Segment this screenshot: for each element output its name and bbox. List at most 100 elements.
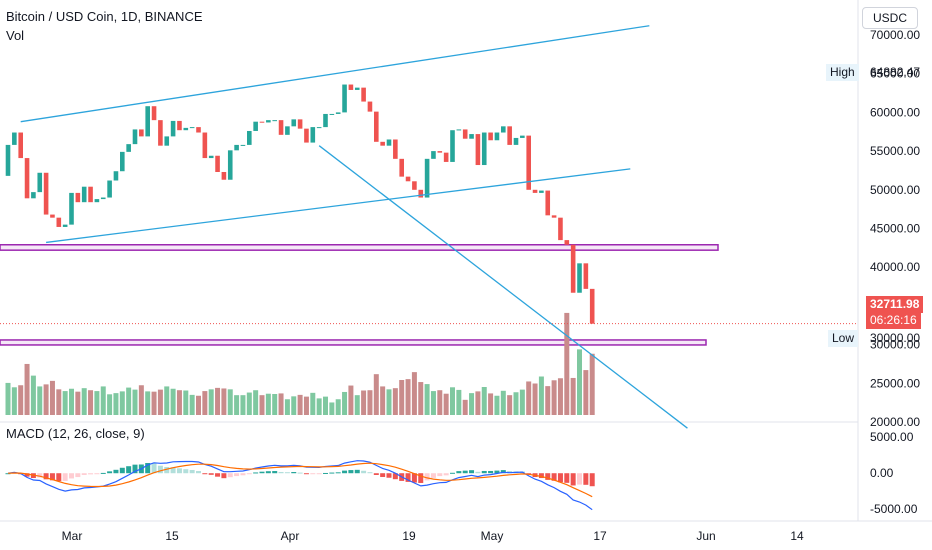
price-tick-label: 60000.00: [870, 105, 920, 119]
macd-histogram-bar: [373, 473, 379, 475]
symbol-title[interactable]: Bitcoin / USD Coin, 1D, BINANCE: [6, 9, 203, 24]
candle-body: [247, 130, 252, 145]
volume-bar: [215, 387, 221, 415]
macd-histogram-bar: [132, 464, 138, 474]
price-tick-label: 40000.00: [870, 260, 920, 274]
time-tick-label: Jun: [696, 529, 715, 543]
volume-bar: [557, 378, 563, 415]
time-tick-label: 19: [402, 529, 416, 543]
volume-bar: [443, 393, 449, 415]
trendline: [20, 25, 650, 123]
candle-body: [164, 136, 170, 146]
volume-bar: [126, 387, 132, 415]
macd-histogram-bar: [564, 473, 570, 483]
volume-bar: [513, 392, 519, 415]
volume-bar: [5, 382, 11, 415]
volume-bar: [583, 370, 589, 415]
macd-histogram-bar: [234, 473, 240, 477]
candle-body: [43, 172, 49, 215]
candle-body: [335, 112, 341, 114]
volume-bar: [316, 398, 322, 415]
macd-histogram-bar: [284, 472, 290, 474]
candle-body: [367, 101, 373, 112]
macd-histogram-bar: [278, 471, 284, 474]
candle-body: [151, 106, 157, 121]
time-tick-label: 17: [593, 529, 607, 543]
volume-bar: [386, 389, 392, 415]
candle-body: [75, 192, 81, 203]
volume-bar: [392, 388, 398, 415]
volume-bar: [418, 382, 424, 415]
zone-rect: [0, 339, 707, 346]
volume-bar: [507, 395, 513, 415]
macd-histogram-bar: [392, 473, 398, 480]
candle-body: [577, 263, 582, 293]
low-value-tag: 30000.00: [870, 331, 921, 345]
macd-histogram-bar: [37, 473, 43, 478]
candle-body: [107, 180, 112, 198]
candle-body: [443, 152, 449, 162]
candle-body: [113, 171, 119, 181]
candle-body: [285, 126, 290, 135]
macd-histogram-bar: [69, 473, 74, 479]
currency-button[interactable]: USDC: [862, 7, 918, 29]
volume-label[interactable]: Vol: [6, 28, 25, 43]
volume-bar: [335, 399, 341, 415]
volume-bar: [18, 385, 24, 415]
macd-histogram-bar: [126, 466, 132, 474]
macd-histogram-bar: [348, 470, 354, 474]
price-tick-label: 25000.00: [870, 376, 920, 390]
volume-bar: [81, 388, 87, 415]
candle-body: [183, 127, 189, 131]
candle-body: [12, 132, 17, 145]
candle-body: [139, 129, 144, 137]
candle-body: [81, 186, 87, 203]
volume-bar: [259, 395, 265, 415]
volume-bar: [189, 394, 195, 415]
candle-body: [545, 190, 551, 216]
volume-bar: [354, 395, 360, 415]
price-tick-label: 55000.00: [870, 144, 920, 158]
volume-bar: [323, 396, 328, 415]
volume-bar: [456, 389, 462, 415]
candle-body: [234, 144, 239, 151]
candle-body: [393, 139, 398, 159]
volume-bar: [62, 391, 68, 415]
volume-bar: [49, 380, 55, 415]
volume-bar: [43, 384, 49, 415]
macd-histogram-bar: [545, 473, 551, 480]
volume-bar: [265, 393, 271, 415]
macd-label[interactable]: MACD (12, 26, close, 9): [6, 426, 145, 441]
candle-body: [501, 126, 506, 133]
macd-histogram-bar: [62, 473, 68, 481]
macd-histogram-bar: [145, 462, 151, 474]
candle-body: [266, 120, 271, 123]
macd-histogram-bar: [43, 473, 49, 480]
volume-bar: [348, 385, 354, 415]
macd-histogram-bar: [170, 467, 176, 474]
price-tick-label: 50000.00: [870, 183, 920, 197]
candle-body: [532, 189, 538, 193]
macd-histogram-bar: [189, 469, 195, 474]
volume-bar: [157, 389, 163, 415]
candle-body: [291, 119, 297, 127]
volume-bar: [75, 391, 81, 415]
candle-body: [126, 144, 131, 152]
candle-body: [221, 171, 227, 180]
macd-histogram-bar: [215, 473, 221, 477]
candle-body: [583, 263, 589, 289]
candle-body: [304, 128, 309, 143]
volume-bar: [221, 388, 227, 415]
volume-bar: [113, 393, 119, 415]
macd-histogram-bar: [196, 471, 201, 474]
candle-body: [310, 127, 316, 143]
time-tick-label: Mar: [62, 529, 83, 543]
volume-bar: [570, 377, 576, 415]
price-tick-label: 70000.00: [870, 28, 920, 42]
volume-bar: [253, 390, 259, 415]
volume-bar: [303, 396, 309, 415]
macd-histogram-bar: [342, 470, 348, 474]
candle-body: [316, 127, 322, 129]
volume-bar: [170, 388, 176, 415]
volume-bar: [88, 390, 94, 415]
